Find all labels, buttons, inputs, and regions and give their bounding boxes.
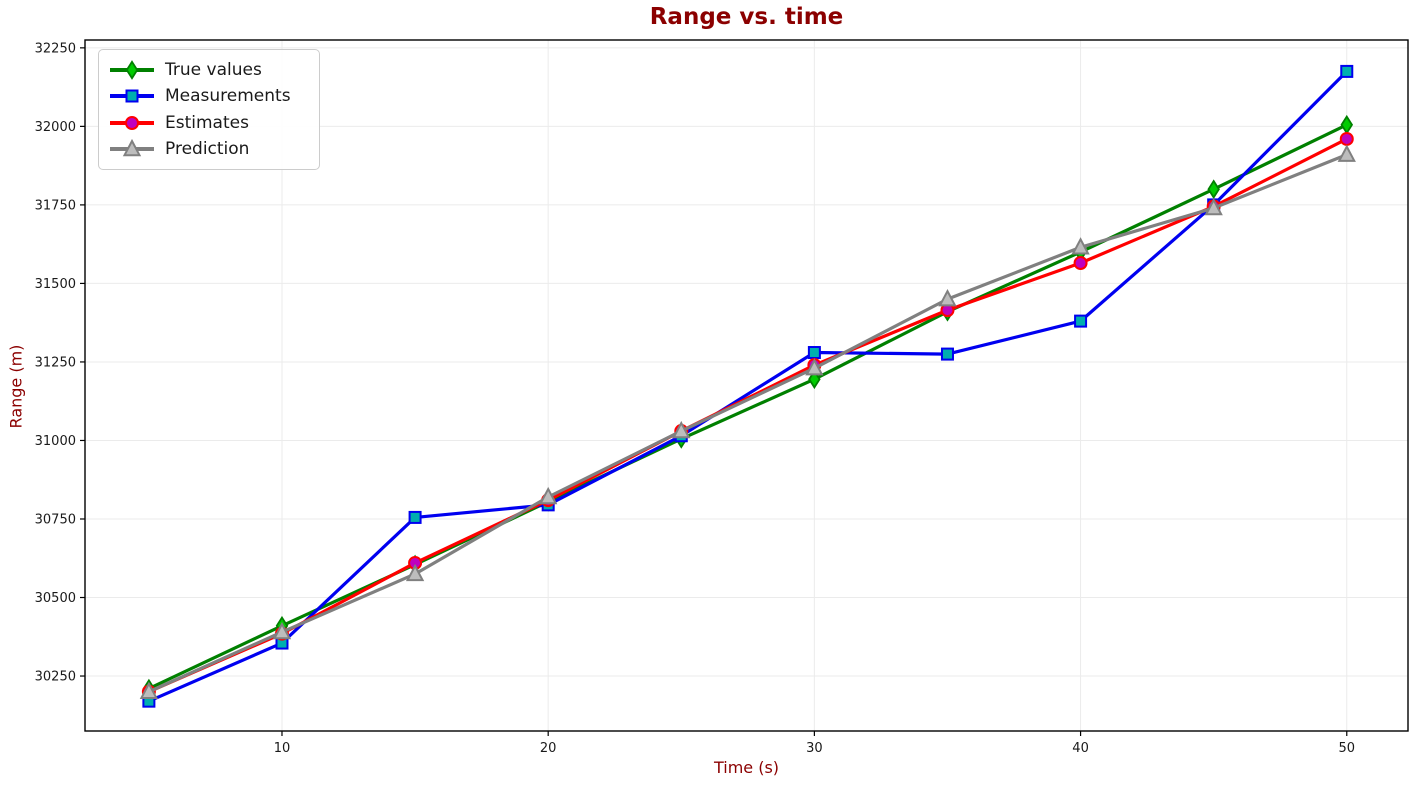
diamond-marker	[125, 60, 139, 81]
square-marker	[125, 89, 139, 103]
triangle-marker	[1071, 237, 1090, 255]
y-tick-label: 31250	[35, 355, 76, 370]
legend-label: Prediction	[165, 138, 250, 159]
legend-sample-diamond	[110, 60, 154, 81]
series-line	[147, 153, 1349, 694]
plot-border	[84, 39, 1409, 732]
legend-label: True values	[165, 60, 262, 81]
square-marker	[1340, 64, 1354, 78]
x-tick-label: 30	[806, 741, 823, 756]
triangle-marker	[938, 288, 957, 307]
y-tick-label: 32250	[35, 41, 76, 56]
legend-label: Measurements	[165, 86, 291, 107]
legend-item: Measurements	[109, 83, 305, 109]
circle-marker	[125, 115, 139, 130]
triangle-marker	[1337, 144, 1356, 162]
x-tick-label: 20	[540, 741, 557, 756]
legend-item: True values	[109, 57, 305, 83]
circle-marker	[1073, 256, 1088, 271]
y-tick-label: 31500	[35, 277, 76, 292]
square-marker	[940, 347, 954, 361]
triangle-marker	[139, 681, 159, 699]
x-axis-label: Time (s)	[713, 758, 780, 777]
legend: True values Measurements Estimates Predicti…	[98, 49, 320, 170]
legend-sample-square	[110, 89, 154, 103]
triangle-marker	[272, 621, 292, 640]
y-tick-label: 30750	[35, 512, 76, 527]
legend-sample-triangle	[110, 138, 154, 157]
x-tick-label: 50	[1339, 741, 1356, 756]
triangle-marker	[122, 138, 142, 157]
legend-item: Prediction	[109, 136, 305, 162]
triangle-marker	[1204, 197, 1223, 216]
triangle-marker	[805, 358, 824, 376]
series-line	[147, 69, 1349, 703]
diamond-marker	[1340, 114, 1354, 135]
series-line	[147, 123, 1349, 691]
x-tick-label: 10	[274, 741, 291, 756]
legend-label: Estimates	[165, 112, 249, 133]
triangle-marker	[672, 420, 691, 439]
triangle-marker	[405, 563, 425, 582]
chart-title: Range vs. time	[649, 4, 844, 30]
y-tick-label: 31750	[35, 198, 76, 213]
y-tick-label: 32000	[35, 120, 76, 135]
x-tick-label: 40	[1072, 741, 1089, 756]
square-marker	[408, 510, 422, 524]
square-marker	[1074, 314, 1088, 328]
y-tick-label: 30250	[35, 670, 76, 685]
triangle-marker	[539, 486, 558, 505]
square-marker	[807, 346, 821, 360]
circle-marker	[1339, 131, 1354, 146]
diamond-marker	[1207, 179, 1220, 200]
legend-sample-circle	[110, 115, 154, 130]
legend-item: Estimates	[109, 110, 305, 136]
y-tick-label: 30500	[35, 591, 76, 606]
y-tick-label: 31000	[35, 434, 76, 449]
